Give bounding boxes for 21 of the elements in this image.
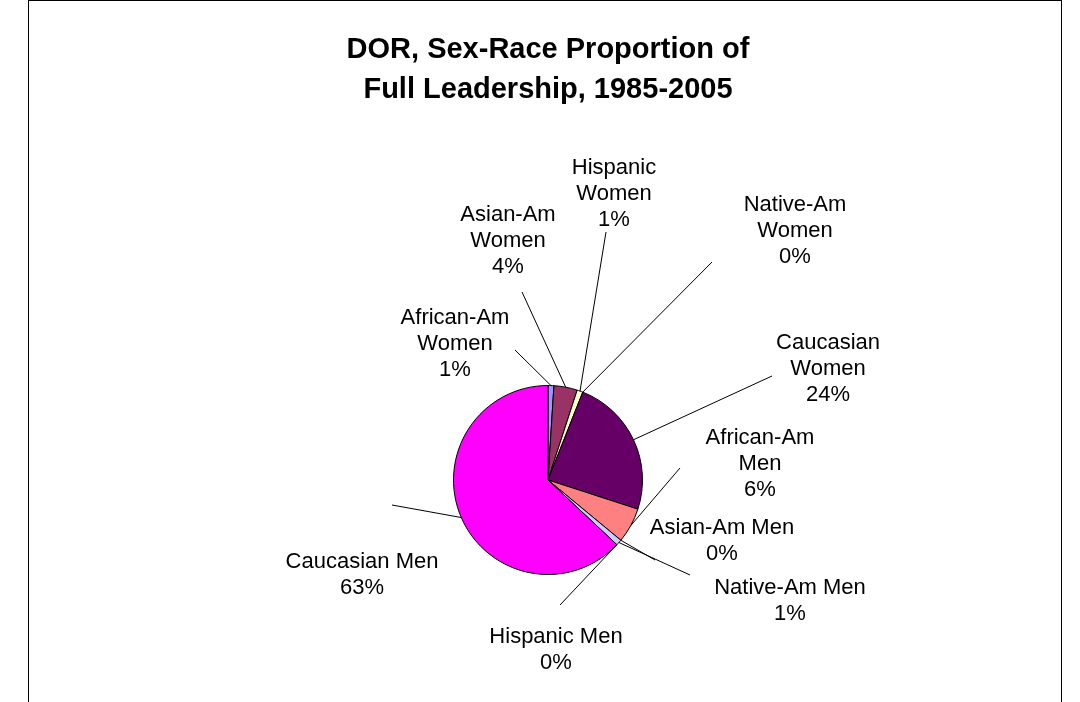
category-label: Asian-Am Men [649, 514, 795, 540]
slice-label: Hispanic Women [571, 154, 657, 206]
text: 0% [540, 649, 572, 675]
slice-label: Caucasian Women [776, 329, 880, 381]
slice-label: Asian-Am Women [460, 201, 556, 253]
data-label: 1% [598, 206, 630, 232]
slice-label: African-Am Women [400, 304, 510, 356]
data-label: 6% [744, 476, 776, 502]
data-label: 63% [339, 574, 385, 600]
category-label: Hispanic Men [489, 623, 623, 649]
chart-title: DOR, Sex-Race Proportion of Full Leadership, 1985-2005 [345, 31, 751, 106]
text: 0% [706, 540, 738, 566]
data-label: 1% [439, 356, 471, 382]
data-label: 24% [805, 381, 851, 407]
slice-label: African-Am Men [705, 424, 815, 476]
slice-label: Caucasian Men [285, 548, 439, 574]
category-label: Native-Am Women [743, 191, 847, 243]
data-label: 1% [774, 600, 806, 626]
slice-label: Native-Am Men [714, 574, 866, 600]
data-label: 4% [492, 253, 524, 279]
text: 0% [779, 243, 811, 269]
